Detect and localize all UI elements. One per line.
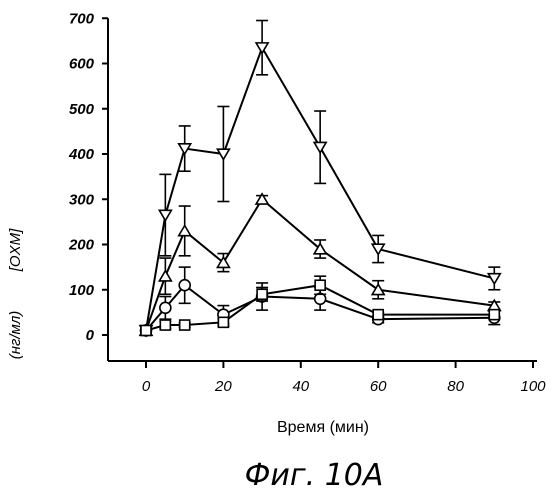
y-tick-label: 700	[69, 10, 95, 27]
y-tick-label: 100	[69, 282, 95, 299]
x-tick-label: 0	[142, 378, 151, 395]
triangle-up-marker	[159, 271, 171, 281]
x-tick-label: 100	[520, 378, 546, 395]
x-ticks: 0 20 40 60 80 100	[142, 361, 546, 395]
triangle-up-marker	[179, 226, 191, 236]
triangle-down-marker	[159, 210, 171, 220]
x-tick-label: 60	[370, 378, 387, 395]
y-tick-label: 400	[68, 146, 95, 163]
y-tick-label: 300	[69, 191, 95, 208]
square-marker	[180, 320, 190, 330]
x-tick-label: 80	[447, 378, 464, 395]
y-tick-label: 600	[69, 56, 95, 73]
x-axis-label: Время (мин)	[277, 419, 369, 436]
square-marker	[315, 280, 325, 290]
y-ticks: 0 100 200 300 400 500 600 700	[68, 10, 108, 344]
square-marker	[373, 310, 383, 320]
series-group	[140, 21, 500, 336]
y-tick-label: 0	[86, 327, 95, 344]
triangle-down-marker	[256, 43, 268, 53]
x-tick-label: 40	[292, 378, 309, 395]
triangle-down-marker	[488, 274, 500, 284]
y-tick-label: 200	[68, 237, 95, 254]
y-axis-label: [OXM] (нг/мл)	[7, 228, 24, 359]
square-marker	[141, 325, 151, 335]
x-tick-label: 20	[214, 378, 232, 395]
square-marker	[218, 317, 228, 327]
figure-caption: Фиг. 10А	[245, 458, 384, 493]
circle-marker	[160, 302, 171, 313]
y-axis-label-main: [OXM]	[7, 228, 24, 272]
triangle-down-marker	[314, 142, 326, 152]
square-marker	[489, 310, 499, 320]
y-axis-label-unit: (нг/мл)	[7, 311, 24, 360]
y-tick-label: 500	[69, 101, 95, 118]
circle-marker	[179, 280, 190, 291]
square-marker	[257, 289, 267, 299]
square-marker	[160, 320, 170, 330]
